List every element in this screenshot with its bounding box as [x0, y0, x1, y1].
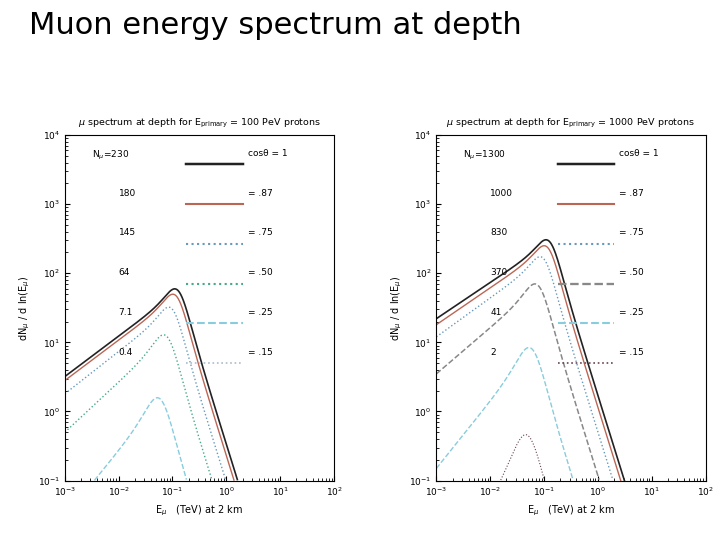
- Text: Muon energy spectrum at depth: Muon energy spectrum at depth: [29, 11, 521, 40]
- Text: = .25: = .25: [248, 308, 272, 317]
- Text: = .15: = .15: [248, 348, 273, 356]
- Text: = .50: = .50: [248, 268, 273, 277]
- Text: 2: 2: [490, 348, 496, 356]
- Text: N$_{\mu}$=1300: N$_{\mu}$=1300: [463, 149, 506, 162]
- Text: 145: 145: [119, 228, 136, 237]
- Text: = .87: = .87: [248, 188, 273, 198]
- Text: 830: 830: [490, 228, 508, 237]
- Text: = .75: = .75: [619, 228, 644, 237]
- Text: = .87: = .87: [619, 188, 644, 198]
- Text: 64: 64: [119, 268, 130, 277]
- Text: cosθ = 1: cosθ = 1: [619, 149, 659, 158]
- Text: 0.4: 0.4: [119, 348, 133, 356]
- Text: = .15: = .15: [619, 348, 644, 356]
- Text: N$_{\mu}$=230: N$_{\mu}$=230: [91, 149, 129, 162]
- X-axis label: E$_{\mu}$   (TeV) at 2 km: E$_{\mu}$ (TeV) at 2 km: [527, 503, 615, 518]
- Text: $\mu$ spectrum at depth for E$_{\rm primary}$ = 1000 PeV protons: $\mu$ spectrum at depth for E$_{\rm prim…: [446, 117, 696, 130]
- Text: 370: 370: [490, 268, 508, 277]
- Text: 180: 180: [119, 188, 136, 198]
- Text: 41: 41: [490, 308, 502, 317]
- Text: cosθ = 1: cosθ = 1: [248, 149, 287, 158]
- Text: 7.1: 7.1: [119, 308, 133, 317]
- X-axis label: E$_{\mu}$   (TeV) at 2 km: E$_{\mu}$ (TeV) at 2 km: [156, 503, 243, 518]
- Text: $\mu$ spectrum at depth for E$_{\rm primary}$ = 100 PeV protons: $\mu$ spectrum at depth for E$_{\rm prim…: [78, 117, 321, 130]
- Text: 1000: 1000: [490, 188, 513, 198]
- Y-axis label: dN$_{\mu}$ / d ln(E$_{\mu}$): dN$_{\mu}$ / d ln(E$_{\mu}$): [18, 275, 32, 341]
- Text: = .50: = .50: [619, 268, 644, 277]
- Text: = .75: = .75: [248, 228, 273, 237]
- Text: = .25: = .25: [619, 308, 644, 317]
- Y-axis label: dN$_{\mu}$ / d ln(E$_{\mu}$): dN$_{\mu}$ / d ln(E$_{\mu}$): [390, 275, 404, 341]
